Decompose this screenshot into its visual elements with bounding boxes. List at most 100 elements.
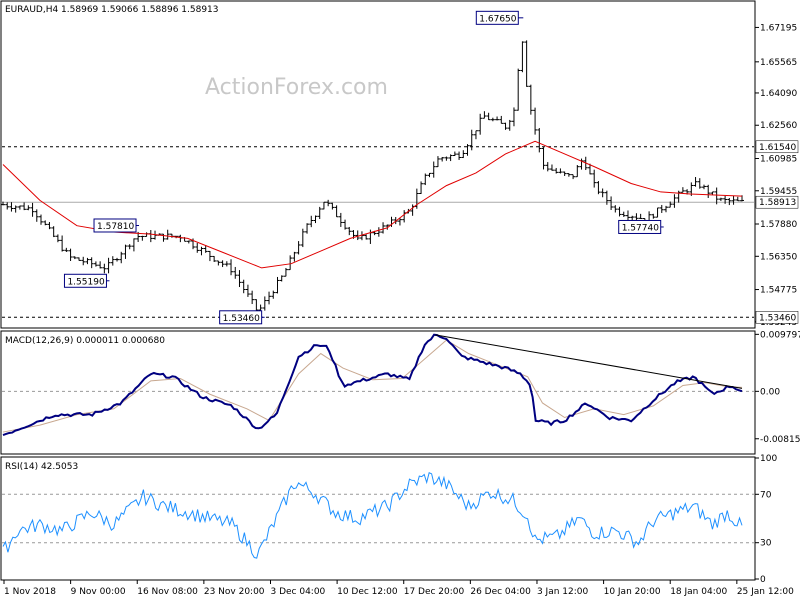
price-tick-label: 1.57880	[760, 220, 797, 230]
level-tag-1-text: 1.53460	[759, 313, 796, 323]
ohlc-bar	[533, 107, 538, 135]
ohlc-bar	[397, 217, 402, 226]
rsi-tick-label: 0	[760, 575, 766, 585]
ohlc-bar	[571, 174, 576, 180]
ohlc-bar	[600, 188, 605, 198]
ohlc-bar	[465, 144, 470, 156]
price-tick-label: 1.54775	[760, 286, 797, 296]
ohlc-bar	[613, 205, 618, 213]
ohlc-bar	[503, 122, 508, 130]
ohlc-bar	[469, 129, 474, 151]
price-tick-label: 1.56350	[760, 252, 797, 262]
ohlc-bar	[549, 164, 554, 171]
ohlc-bar	[385, 224, 390, 230]
x-tick-label: 10 Jan 20:00	[604, 587, 661, 597]
price-pane-frame	[0, 0, 756, 329]
ohlc-bar	[93, 261, 98, 267]
ohlc-bar	[288, 255, 293, 271]
ohlc-bar	[203, 245, 208, 253]
ohlc-bar	[541, 147, 546, 170]
rsi-pane-frame	[0, 456, 756, 581]
ohlc-bar	[448, 154, 453, 162]
macd-layer	[2, 333, 754, 437]
price-tick-label: 1.60985	[760, 154, 797, 164]
ohlc-bar	[9, 202, 14, 212]
ohlc-bar	[77, 257, 82, 261]
level-tag-0	[755, 140, 799, 154]
price-tick-label: 1.64090	[760, 89, 797, 99]
ohlc-bar	[663, 205, 668, 213]
ohlc-bar	[165, 229, 170, 240]
ohlc-bar	[697, 178, 702, 189]
x-tick-label: 25 Jan 12:00	[737, 587, 794, 597]
ohlc-bar	[423, 173, 428, 186]
ohlc-bar	[672, 194, 677, 208]
ohlc-bar	[39, 214, 44, 225]
x-tick-label: 26 Dec 04:00	[470, 587, 531, 597]
price-layer: 1.67650 1.57810 1.55190 1.53460 1.57740	[1, 10, 754, 325]
x-tick-label: 18 Jan 04:00	[670, 587, 727, 597]
ohlc-bar	[444, 156, 449, 161]
ohlc-bar	[680, 187, 685, 193]
ohlc-bar	[427, 172, 432, 178]
ohlc-bar	[262, 296, 267, 311]
ohlc-bar	[89, 257, 94, 269]
price-annotation: 1.57810	[93, 218, 140, 233]
ohlc-bar	[718, 197, 723, 201]
ohlc-bar	[693, 177, 698, 187]
last-price-tag-text: 1.58913	[759, 198, 796, 208]
ohlc-bar	[275, 276, 280, 294]
ohlc-bar	[359, 231, 364, 241]
watermark: ActionForex.com	[205, 75, 388, 100]
x-tick-label: 3 Dec 04:00	[270, 587, 325, 597]
ohlc-bar	[592, 169, 597, 188]
ohlc-bar	[17, 205, 22, 210]
x-tick-label: 9 Nov 00:00	[71, 587, 126, 597]
ohlc-bar	[625, 210, 630, 221]
ohlc-bar	[495, 116, 500, 121]
macd-pane-frame	[0, 330, 756, 455]
ohlc-bar	[558, 168, 563, 174]
ohlc-bar	[343, 219, 348, 230]
ohlc-bar	[499, 115, 504, 124]
ohlc-bar	[309, 215, 314, 228]
annotation-label: 1.55190	[67, 277, 104, 287]
ohlc-bar	[566, 173, 571, 177]
ohlc-bar	[330, 202, 335, 210]
price-annotation: 1.57740	[618, 219, 664, 234]
ohlc-bar	[245, 284, 250, 297]
macd-tick-label: -0.008152	[760, 435, 800, 445]
ohlc-bar	[81, 256, 86, 266]
ohlc-bar	[524, 40, 529, 87]
ohlc-bar	[1, 201, 5, 206]
ohlc-bar	[676, 190, 681, 203]
ohlc-bar	[431, 161, 436, 178]
ohlc-bar	[668, 201, 673, 208]
ohlc-bar	[701, 184, 706, 190]
ohlc-bar	[507, 119, 512, 131]
ohlc-bar	[376, 227, 381, 237]
ohlc-bar	[106, 257, 111, 274]
ohlc-bar	[30, 202, 35, 217]
x-tick-label: 3 Jan 12:00	[537, 587, 589, 597]
ohlc-bar	[110, 256, 115, 266]
ohlc-bar	[5, 202, 10, 210]
price-annotation: 1.67650	[475, 10, 524, 25]
ohlc-bar	[554, 167, 559, 174]
ohlc-bar	[212, 255, 217, 262]
rsi-tick-label: 70	[760, 490, 772, 500]
ohlc-bar	[490, 117, 495, 122]
ohlc-bar	[338, 212, 343, 227]
ohlc-bar	[473, 130, 478, 140]
rsi-label: RSI(14) 42.5053	[5, 462, 78, 472]
ohlc-bar	[72, 256, 77, 260]
ohlc-bar	[313, 215, 318, 224]
ohlc-bar	[326, 199, 331, 207]
ohlc-bar	[68, 248, 73, 262]
x-tick-label: 16 Nov 08:00	[137, 587, 198, 597]
price-annotation: 1.55190	[63, 273, 110, 288]
ohlc-bar	[47, 222, 52, 230]
ohlc-bar	[207, 250, 212, 262]
ohlc-bar	[131, 238, 136, 252]
